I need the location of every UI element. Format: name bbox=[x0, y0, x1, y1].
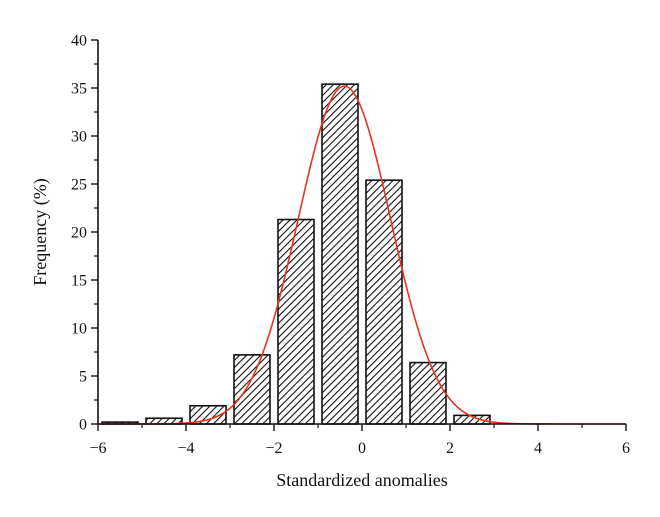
x-tick-label: 0 bbox=[358, 440, 366, 457]
x-tick-label: 4 bbox=[534, 440, 542, 457]
axes bbox=[97, 40, 626, 425]
y-tick-label: 25 bbox=[71, 177, 87, 194]
x-tick-label: −6 bbox=[89, 440, 106, 457]
y-tick-label: 10 bbox=[71, 321, 87, 338]
y-axis-ticks: 0 5 10 15 20 25 30 35 40 bbox=[71, 33, 98, 434]
y-tick-label: 40 bbox=[71, 33, 87, 50]
histogram-bars bbox=[101, 83, 491, 425]
normal-fit-curve bbox=[98, 85, 626, 425]
y-tick-label: 35 bbox=[71, 81, 87, 98]
x-tick-label: 2 bbox=[446, 440, 454, 457]
histogram-bar bbox=[409, 361, 447, 425]
x-tick-label: 6 bbox=[622, 440, 630, 457]
y-tick-label: 30 bbox=[71, 129, 87, 146]
x-tick-label: −2 bbox=[265, 440, 282, 457]
histogram-bar bbox=[277, 218, 315, 425]
y-tick-label: 0 bbox=[79, 417, 87, 434]
y-tick-label: 15 bbox=[71, 273, 87, 290]
x-axis-title: Standardized anomalies bbox=[276, 470, 447, 490]
histogram-bar bbox=[321, 83, 359, 425]
y-tick-label: 5 bbox=[79, 369, 87, 386]
x-tick-label: −4 bbox=[177, 440, 194, 457]
y-axis-title: Frequency (%) bbox=[30, 178, 51, 285]
histogram-bar bbox=[233, 354, 271, 425]
histogram-bar bbox=[365, 179, 403, 425]
y-tick-label: 20 bbox=[71, 225, 87, 242]
x-axis-ticks: −6 −4 −2 0 2 4 6 bbox=[89, 424, 630, 457]
